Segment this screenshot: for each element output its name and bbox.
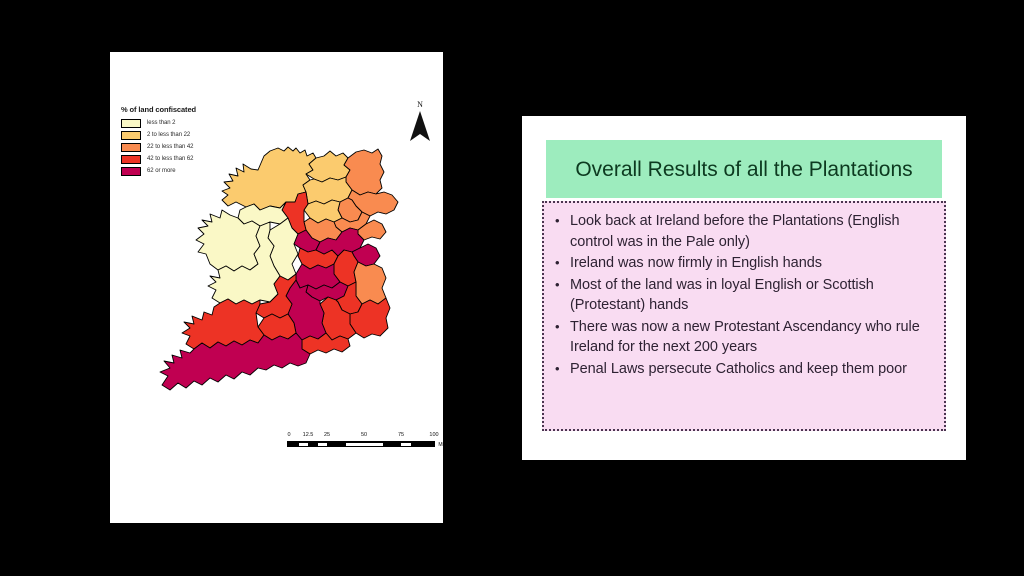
legend-swatch	[121, 142, 141, 152]
region-waterford	[301, 332, 351, 355]
scale-unit-label: Miles	[438, 442, 443, 448]
legend-swatch	[121, 154, 141, 164]
legend-label: 2 to less than 22	[147, 132, 191, 138]
legend-swatch	[121, 166, 141, 176]
region-cork	[159, 332, 311, 391]
scale-tick-labels: 0 12.5 25 50 75 100	[287, 432, 439, 441]
scale-tick: 25	[323, 432, 331, 438]
legend-label: less than 2	[147, 120, 176, 126]
scale-bar: 0 12.5 25 50 75 100 Miles	[287, 432, 443, 448]
scale-tick: 12.5	[302, 432, 314, 438]
page-title: Overall Results of all the Plantations	[575, 157, 913, 181]
north-label: N	[417, 100, 423, 109]
scale-tick: 0	[287, 432, 291, 438]
legend-swatch	[121, 130, 141, 140]
north-arrow: N	[407, 100, 433, 148]
map-panel: % of land confiscated less than 2 2 to l…	[110, 52, 443, 523]
legend-label: 42 to less than 62	[147, 156, 194, 162]
map-legend: % of land confiscated less than 2 2 to l…	[121, 105, 239, 178]
region-wicklow	[353, 261, 387, 305]
legend-label: 22 to less than 42	[147, 144, 194, 150]
ireland-choropleth-map	[159, 146, 399, 391]
list-item: Penal Laws persecute Catholics and keep …	[550, 359, 934, 380]
bullet-list: Look back at Ireland before the Plantati…	[550, 211, 934, 379]
region-clare	[255, 273, 297, 319]
legend-swatch	[121, 118, 141, 128]
list-item: There was now a new Protestant Ascendanc…	[550, 317, 934, 358]
legend-label: 62 or more	[147, 168, 176, 174]
list-item: Ireland was now firmly in English hands	[550, 253, 934, 274]
scale-tick: 50	[360, 432, 368, 438]
legend-item: 22 to less than 42	[121, 142, 239, 152]
legend-item: less than 2	[121, 118, 239, 128]
slide-panel: Overall Results of all the Plantations L…	[522, 116, 966, 460]
legend-title: % of land confiscated	[121, 105, 196, 114]
list-item: Look back at Ireland before the Plantati…	[550, 211, 934, 252]
scale-track: Miles	[287, 441, 443, 448]
region-meath	[315, 227, 365, 257]
list-item: Most of the land was in loyal English or…	[550, 275, 934, 316]
scale-tick: 100	[429, 432, 439, 438]
region-down	[347, 189, 399, 217]
slide-body-box: Look back at Ireland before the Plantati…	[542, 201, 946, 431]
legend-item: 2 to less than 22	[121, 130, 239, 140]
slide-title-box: Overall Results of all the Plantations	[546, 140, 942, 198]
north-arrow-icon	[410, 111, 430, 141]
legend-item: 62 or more	[121, 166, 239, 176]
region-offaly	[295, 263, 341, 290]
scale-tick: 75	[397, 432, 405, 438]
legend-item: 42 to less than 62	[121, 154, 239, 164]
